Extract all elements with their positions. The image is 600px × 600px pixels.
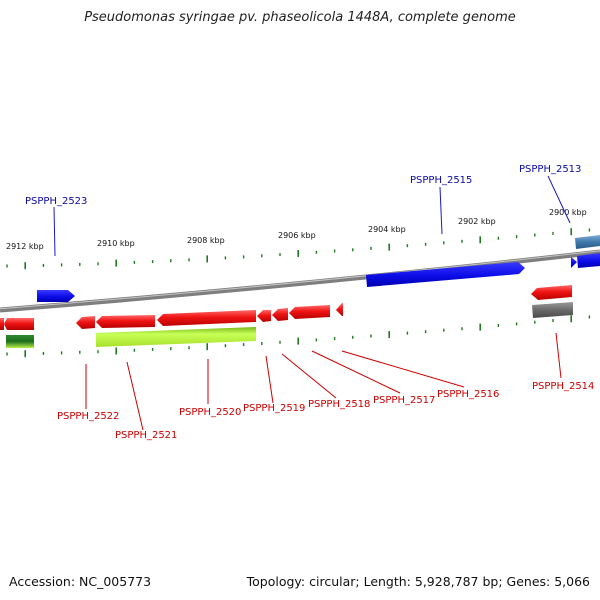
scale-label-2912: 2912 kbp bbox=[6, 242, 44, 251]
pseudogene-lime[interactable] bbox=[96, 327, 256, 347]
gene-pspph-2516[interactable] bbox=[336, 303, 343, 316]
reverse-genes bbox=[0, 285, 573, 348]
gene-label-pspph-2514[interactable]: PSPPH_2514 bbox=[532, 381, 594, 392]
gene-label-pspph-2523[interactable]: PSPPH_2523 bbox=[25, 196, 87, 207]
gene-pspph-2517[interactable] bbox=[289, 305, 330, 319]
gene-label-pspph-2517[interactable]: PSPPH_2517 bbox=[373, 395, 435, 406]
lower-tick-row bbox=[6, 315, 591, 358]
gene-label-pspph-2520[interactable]: PSPPH_2520 bbox=[179, 407, 241, 418]
genome-backbone bbox=[0, 249, 600, 313]
gene-forward-edge-arrow[interactable] bbox=[571, 257, 577, 268]
gene-pspph-2515[interactable] bbox=[366, 262, 525, 287]
gene-pspph-2523[interactable] bbox=[37, 290, 75, 302]
gene-label-pspph-2518[interactable]: PSPPH_2518 bbox=[308, 399, 370, 410]
gene-labels: PSPPH_2523 PSPPH_2515 PSPPH_2513 PSPPH_2… bbox=[25, 164, 594, 441]
gene-label-pspph-2516[interactable]: PSPPH_2516 bbox=[437, 389, 499, 400]
gene-reverse-edge-left[interactable] bbox=[0, 318, 4, 330]
genome-backbone-highlight bbox=[0, 250, 600, 310]
gene-label-pspph-2522[interactable]: PSPPH_2522 bbox=[57, 411, 119, 422]
gene-label-pspph-2515[interactable]: PSPPH_2515 bbox=[410, 175, 472, 186]
gene-reverse-a[interactable] bbox=[4, 318, 34, 330]
scale-label-2902: 2902 kbp bbox=[458, 217, 496, 226]
feature-steel[interactable] bbox=[575, 235, 600, 249]
gene-pspph-2520[interactable] bbox=[157, 310, 256, 326]
scale-label-2910: 2910 kbp bbox=[97, 239, 135, 248]
upper-tick-row bbox=[6, 228, 591, 270]
feature-green-left[interactable] bbox=[6, 335, 34, 348]
gene-label-pspph-2519[interactable]: PSPPH_2519 bbox=[243, 403, 305, 414]
scale-labels: 2912 kbp 2910 kbp 2908 kbp 2906 kbp 2904… bbox=[6, 208, 587, 251]
gene-pspph-2514[interactable] bbox=[531, 285, 572, 300]
forward-genes bbox=[37, 235, 600, 302]
genome-title: Pseudomonas syringae pv. phaseolicola 14… bbox=[84, 10, 516, 25]
genome-stats-text: Topology: circular; Length: 5,928,787 bp… bbox=[246, 574, 590, 589]
gene-label-pspph-2513[interactable]: PSPPH_2513 bbox=[519, 164, 581, 175]
accession-text: Accession: NC_005773 bbox=[9, 574, 152, 589]
gene-pspph-2513[interactable] bbox=[577, 253, 600, 268]
label-leaders bbox=[53, 175, 571, 431]
scale-label-2900: 2900 kbp bbox=[549, 208, 587, 217]
scale-label-2906: 2906 kbp bbox=[278, 231, 316, 240]
gene-pspph-2521[interactable] bbox=[96, 315, 155, 328]
gene-pspph-2522[interactable] bbox=[76, 316, 95, 329]
gene-label-pspph-2521[interactable]: PSPPH_2521 bbox=[115, 430, 177, 441]
scale-label-2908: 2908 kbp bbox=[187, 236, 225, 245]
scale-label-2904: 2904 kbp bbox=[368, 225, 406, 234]
gene-pspph-2518[interactable] bbox=[272, 308, 288, 321]
feature-gray[interactable] bbox=[532, 302, 573, 318]
gene-pspph-2519[interactable] bbox=[257, 310, 271, 322]
